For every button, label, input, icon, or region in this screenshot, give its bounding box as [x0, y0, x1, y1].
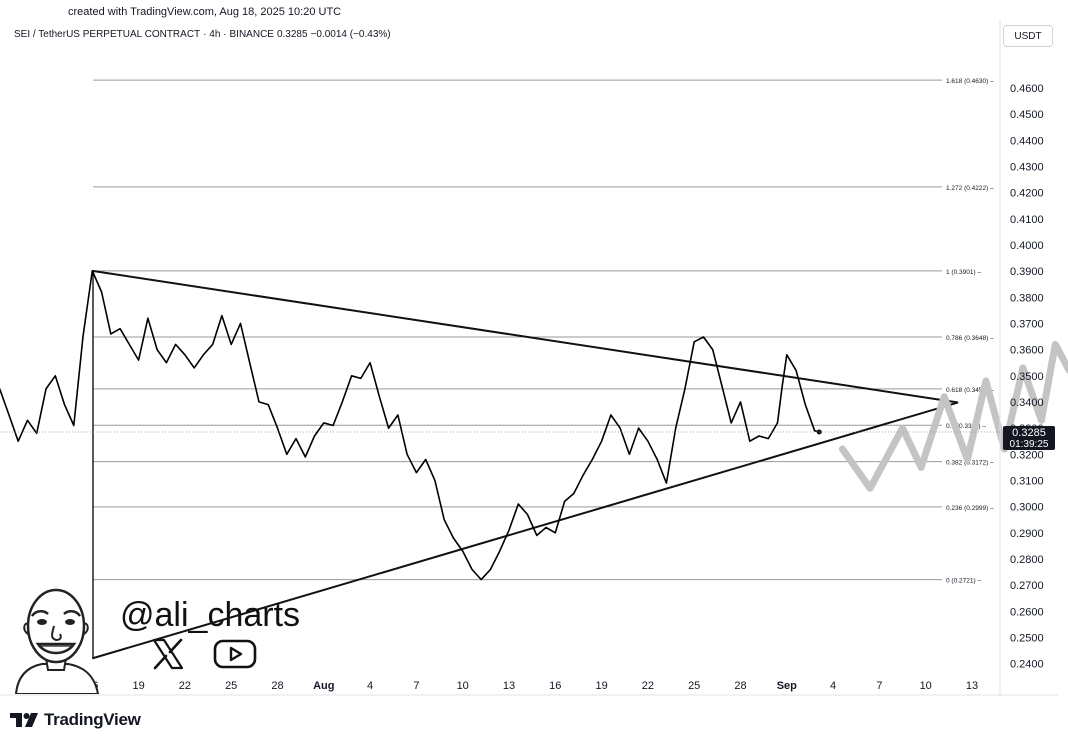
y-tick-label: 0.3500	[1010, 371, 1044, 383]
x-tick-label: Sep	[777, 680, 797, 692]
y-tick-label: 0.4000	[1010, 240, 1044, 252]
fib-level-label: 0.382 (0.3172) –	[946, 460, 994, 467]
youtube-icon[interactable]	[212, 636, 258, 672]
symbol-legend: SEI / TetherUS PERPETUAL CONTRACT · 4h · B…	[14, 29, 394, 40]
currency-button[interactable]: USDT	[1003, 25, 1053, 47]
series-layer	[0, 270, 1068, 581]
y-tick-label: 0.2500	[1010, 632, 1044, 644]
fib-level-label: 0.5 (0.3311) –	[946, 423, 986, 430]
x-tick-label: 10	[920, 680, 932, 692]
y-tick-label: 0.3000	[1010, 502, 1044, 514]
y-tick-label: 0.2800	[1010, 554, 1044, 566]
fib-level-label: 1.272 (0.4222) –	[946, 185, 994, 192]
x-tick-label: 4	[367, 680, 373, 692]
y-tick-label: 0.4200	[1010, 188, 1044, 200]
y-tick-label: 0.3600	[1010, 345, 1044, 357]
y-tick-label: 0.2700	[1010, 580, 1044, 592]
tradingview-footer: TradingView	[10, 710, 141, 730]
x-tick-label: Aug	[313, 680, 334, 692]
interval-label: · 4h ·	[203, 29, 227, 40]
y-tick-label: 0.4400	[1010, 135, 1044, 147]
x-tick-label: 16	[549, 680, 561, 692]
fib-level-label: 0 (0.2721) –	[946, 578, 981, 585]
last-price: 0.3285	[276, 29, 308, 40]
x-tick-label: 13	[503, 680, 515, 692]
triangle-upper-trendline	[92, 269, 959, 404]
exchange-label: BINANCE	[229, 29, 274, 40]
y-tick-label: 0.4300	[1010, 161, 1044, 173]
y-tick-label: 0.3200	[1010, 449, 1044, 461]
price-change: −0.0014 (−0.43%)	[310, 29, 391, 40]
fib-level-label: 0.618 (0.3450) –	[946, 387, 994, 394]
cartoon-avatar	[8, 574, 104, 699]
social-links	[150, 636, 258, 672]
x-tick-label: 25	[225, 680, 237, 692]
x-logo-icon[interactable]	[150, 636, 186, 672]
y-axis[interactable]: 0.4600 0.4500 0.4400 0.4300 0.4200 0.4100 0.40…	[999, 20, 1044, 695]
x-tick-label: 4	[830, 680, 836, 692]
triangle-lower-trendline	[92, 401, 959, 660]
projection-path	[838, 340, 1068, 492]
x-tick-label: 19	[595, 680, 607, 692]
y-tick-label: 0.4100	[1010, 214, 1044, 226]
y-tick-label: 0.2600	[1010, 606, 1044, 618]
currency-label: USDT	[1014, 30, 1042, 42]
y-tick-label: 0.3700	[1010, 318, 1044, 330]
author-handle: @ali_charts	[120, 596, 301, 634]
symbol-name: SEI / TetherUS PERPETUAL CONTRACT	[14, 29, 201, 40]
created-with-text: created with TradingView.com, Aug 18, 20…	[68, 6, 342, 18]
symmetrical-triangle	[92, 269, 959, 660]
x-tick-label: 7	[413, 680, 419, 692]
fib-level-label: 1.618 (0.4630) –	[946, 78, 994, 85]
fib-level-label: 0.786 (0.3648) –	[946, 335, 994, 342]
y-tick-label: 0.4500	[1010, 109, 1044, 121]
x-tick-label: 22	[642, 680, 654, 692]
x-tick-label: 28	[271, 680, 283, 692]
fib-levels: 1.618 (0.4630) – 1.272 (0.4222) – 1 (0.390…	[92, 78, 994, 659]
y-tick-label: 0.2900	[1010, 528, 1044, 540]
x-tick-label: 10	[457, 680, 469, 692]
price-tag-value: 0.3285	[1012, 427, 1046, 439]
x-tick-label: 22	[179, 680, 191, 692]
x-tick-label: 13	[966, 680, 978, 692]
fib-level-label: 1 (0.3901) –	[946, 269, 981, 276]
fib-level-label: 0.236 (0.2999) –	[946, 505, 994, 512]
x-tick-label: 25	[688, 680, 700, 692]
x-axis[interactable]: 131619222528Aug4710131619222528Sep471013	[0, 680, 1058, 696]
avatar-drawing	[14, 588, 100, 695]
y-tick-label: 0.3800	[1010, 292, 1044, 304]
y-tick-label: 0.3900	[1010, 266, 1044, 278]
x-tick-label: 28	[734, 680, 746, 692]
x-tick-label: 19	[132, 680, 144, 692]
y-tick-label: 0.4600	[1010, 83, 1044, 95]
price-tag-countdown: 01:39:25	[1010, 439, 1049, 450]
price-series-line	[0, 270, 820, 581]
price-tag-box	[1003, 426, 1055, 451]
x-tick-label: 7	[876, 680, 882, 692]
y-tick-label: 0.2400	[1010, 659, 1044, 671]
tradingview-wordmark: TradingView	[44, 710, 141, 729]
tradingview-logo-icon	[10, 713, 38, 727]
y-tick-label: 0.3100	[1010, 475, 1044, 487]
y-tick-label: 0.3400	[1010, 397, 1044, 409]
